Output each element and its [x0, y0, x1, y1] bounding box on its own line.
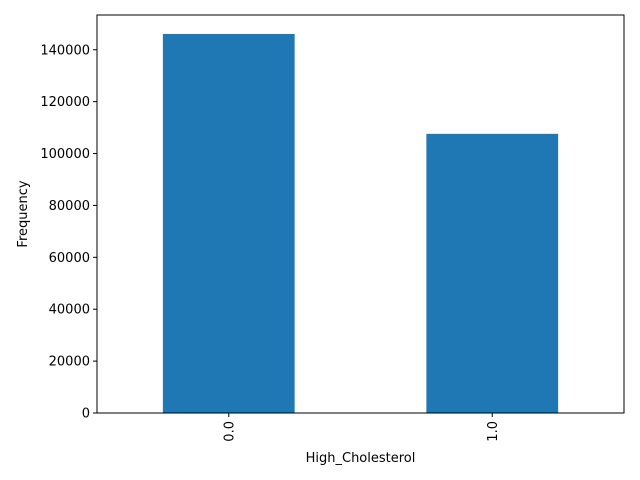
y-tick-label: 100000 — [40, 147, 90, 162]
bar-1.0 — [426, 133, 559, 413]
bars-group — [162, 33, 559, 414]
y-tick-label: 80000 — [49, 199, 90, 214]
y-tick-label: 120000 — [40, 95, 90, 110]
x-axis-label: High_Cholesterol — [306, 451, 416, 466]
x-axis-ticks: 0.0 1.0 — [222, 413, 501, 442]
bar-0.0 — [162, 33, 295, 414]
y-tick-label: 140000 — [40, 43, 90, 58]
y-tick-label: 40000 — [49, 303, 90, 318]
y-axis-label: Frequency — [16, 180, 31, 247]
plot-frame — [96, 14, 625, 414]
x-tick-label: 0.0 — [222, 421, 237, 442]
y-axis-ticks: 0 20000 40000 60000 80000 100000 120000 140000 — [40, 43, 97, 422]
y-tick-label: 20000 — [49, 355, 90, 370]
y-tick-label: 0 — [82, 407, 90, 422]
y-tick-label: 60000 — [49, 251, 90, 266]
x-tick-label: 1.0 — [486, 421, 501, 442]
